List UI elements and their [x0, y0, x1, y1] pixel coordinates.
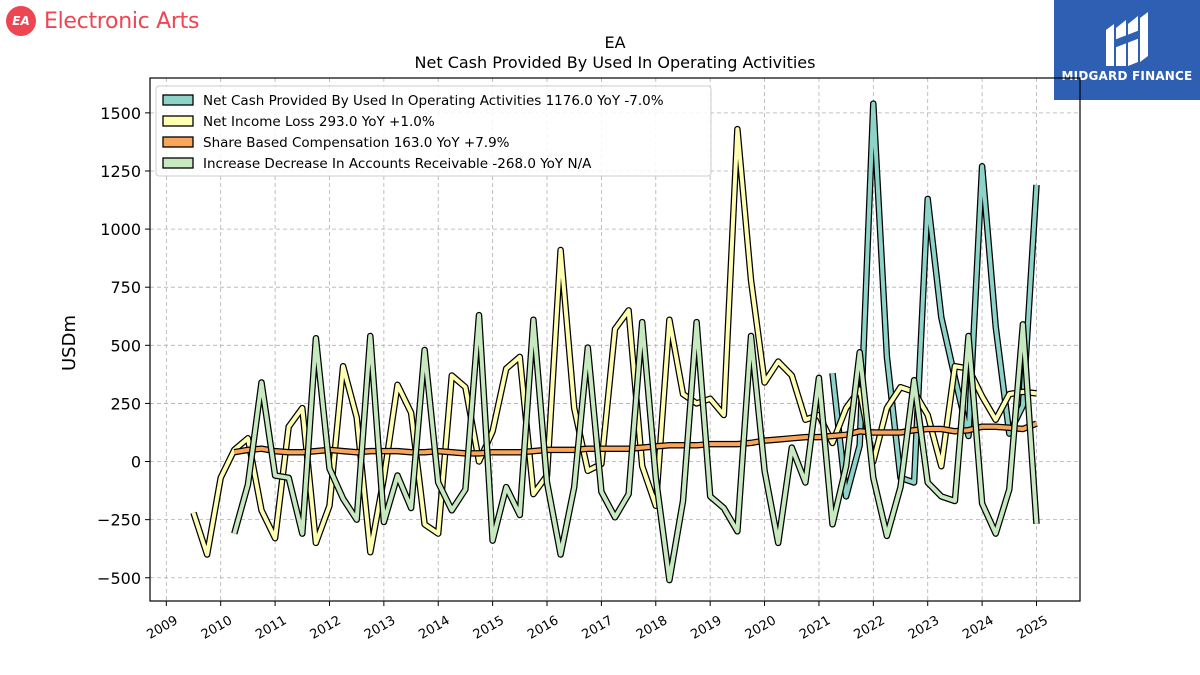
x-tick-label: 2021 [797, 613, 833, 643]
x-tick-label: 2011 [253, 613, 289, 643]
x-tick-label: 2015 [471, 613, 507, 643]
y-tick-label: 0 [131, 453, 141, 472]
series-line-1 [191, 127, 1037, 557]
x-tick-label: 2023 [906, 613, 942, 643]
x-tick-label: 2009 [144, 613, 180, 643]
legend-swatch [162, 157, 194, 169]
y-tick-label: 750 [110, 278, 141, 297]
chart-title: EA [604, 33, 625, 52]
electronic-arts-logo: EA Electronic Arts [6, 6, 199, 36]
series-line-3 [232, 313, 1039, 583]
x-tick-label: 2012 [308, 613, 344, 643]
y-axis-label: USDm [59, 315, 80, 371]
legend-swatch [162, 136, 194, 148]
ea-logo-icon: EA [6, 6, 36, 36]
legend-box [155, 85, 712, 177]
legend-label: Increase Decrease In Accounts Receivable… [203, 156, 592, 172]
legend-swatch [162, 115, 194, 127]
y-tick-label: −250 [97, 511, 141, 530]
legend-swatch [162, 94, 194, 106]
y-tick-label: −500 [97, 569, 141, 588]
midgard-monogram-icon [1106, 12, 1148, 66]
y-tick-label: 1000 [100, 220, 141, 239]
x-tick-label: 2019 [688, 613, 724, 643]
x-tick-label: 2010 [199, 613, 235, 643]
brand-text: MIDGARD FINANCE [1061, 69, 1193, 83]
x-tick-label: 2020 [743, 613, 779, 643]
logo-text: Electronic Arts [44, 8, 200, 34]
legend-label: Net Cash Provided By Used In Operating A… [203, 93, 664, 109]
legend-label: Share Based Compensation 163.0 YoY +7.9% [203, 135, 510, 151]
y-tick-label: 1500 [100, 104, 141, 123]
x-tick-label: 2016 [525, 613, 561, 643]
x-tick-label: 2017 [580, 613, 616, 643]
x-tick-label: 2013 [362, 613, 398, 643]
midgard-finance-logo: MIDGARD FINANCE [1054, 0, 1200, 100]
plot-frame [149, 77, 1081, 602]
x-tick-label: 2025 [1015, 613, 1051, 643]
x-tick-label: 2022 [852, 613, 888, 643]
legend-label: Net Income Loss 293.0 YoY +1.0% [203, 114, 435, 130]
x-tick-label: 2024 [960, 613, 996, 643]
y-tick-label: 1250 [100, 162, 141, 181]
y-tick-label: 250 [110, 394, 141, 413]
x-tick-label: 2018 [634, 613, 670, 643]
x-tick-label: 2014 [416, 613, 452, 643]
y-tick-label: 500 [110, 336, 141, 355]
series-lines [190, 100, 1040, 584]
chart-subtitle: Net Cash Provided By Used In Operating A… [415, 53, 816, 72]
legend: Net Cash Provided By Used In Operating A… [155, 85, 712, 177]
series-line-0 [830, 101, 1039, 499]
